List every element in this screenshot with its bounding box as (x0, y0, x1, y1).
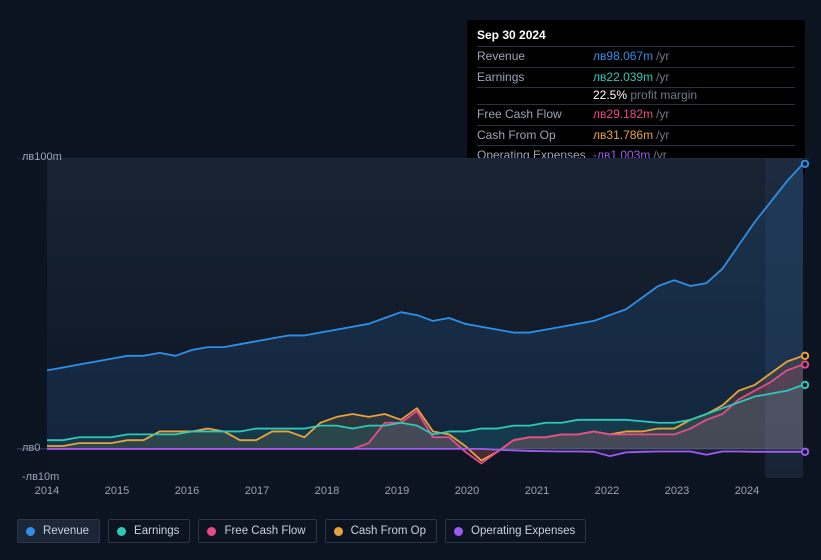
x-axis-label: 2017 (245, 485, 269, 497)
tooltip-row-label: Free Cash Flow (477, 107, 593, 123)
y-axis-label: -лв10m (22, 471, 59, 483)
x-axis-label: 2022 (595, 485, 619, 497)
tooltip-row-label: Revenue (477, 49, 593, 65)
y-axis-label: лв100m (22, 151, 62, 163)
legend-label: Cash From Op (351, 525, 426, 537)
y-axis-label: лв0 (22, 442, 40, 454)
legend-label: Revenue (43, 525, 89, 537)
legend-item[interactable]: Cash From Op (325, 519, 437, 543)
tooltip-row: Revenueлв98.067m/yr (477, 47, 795, 68)
x-axis-label: 2016 (175, 485, 199, 497)
tooltip-row: Earningsлв22.039m/yr (477, 68, 795, 89)
legend-label: Operating Expenses (471, 525, 575, 537)
legend-dot-icon (207, 527, 216, 536)
tooltip-row-value: лв22.039m/yr (593, 70, 669, 86)
tooltip-date: Sep 30 2024 (477, 26, 795, 47)
tooltip-row: Free Cash Flowлв29.182m/yr (477, 105, 795, 126)
x-axis-label: 2015 (105, 485, 129, 497)
chart-container (17, 158, 809, 500)
x-axis-label: 2023 (665, 485, 689, 497)
tooltip-row-label: Cash From Op (477, 128, 593, 144)
tooltip-row-label: Earnings (477, 70, 593, 86)
legend-dot-icon (117, 527, 126, 536)
tooltip-row-value: лв98.067m/yr (593, 49, 669, 65)
legend-label: Free Cash Flow (224, 525, 305, 537)
line-chart (17, 158, 809, 478)
x-axis-label: 2018 (315, 485, 339, 497)
legend-item[interactable]: Operating Expenses (445, 519, 586, 543)
legend-item[interactable]: Revenue (17, 519, 100, 543)
legend-label: Earnings (134, 525, 179, 537)
x-axis-label: 2019 (385, 485, 409, 497)
chart-legend: Revenue Earnings Free Cash Flow Cash From O… (17, 519, 586, 543)
legend-dot-icon (26, 527, 35, 536)
legend-item[interactable]: Earnings (108, 519, 190, 543)
tooltip-row-value: лв31.786m/yr (593, 128, 669, 144)
legend-dot-icon (334, 527, 343, 536)
x-axis-label: 2024 (735, 485, 759, 497)
legend-dot-icon (454, 527, 463, 536)
tooltip-row-value: лв29.182m/yr (593, 107, 669, 123)
chart-tooltip: Sep 30 2024 Revenueлв98.067m/yrEarningsл… (467, 20, 805, 174)
x-axis-label: 2020 (455, 485, 479, 497)
tooltip-row: Cash From Opлв31.786m/yr (477, 126, 795, 147)
x-axis-label: 2021 (525, 485, 549, 497)
legend-item[interactable]: Free Cash Flow (198, 519, 316, 543)
tooltip-rows: Revenueлв98.067m/yrEarningsлв22.039m/yr2… (477, 47, 795, 166)
x-axis-label: 2014 (35, 485, 59, 497)
x-axis-labels: 2014 2015 2016 2017 2018 2019 2020 2021 2022 2023… (17, 485, 809, 500)
tooltip-subline: 22.5% profit margin (477, 88, 795, 105)
